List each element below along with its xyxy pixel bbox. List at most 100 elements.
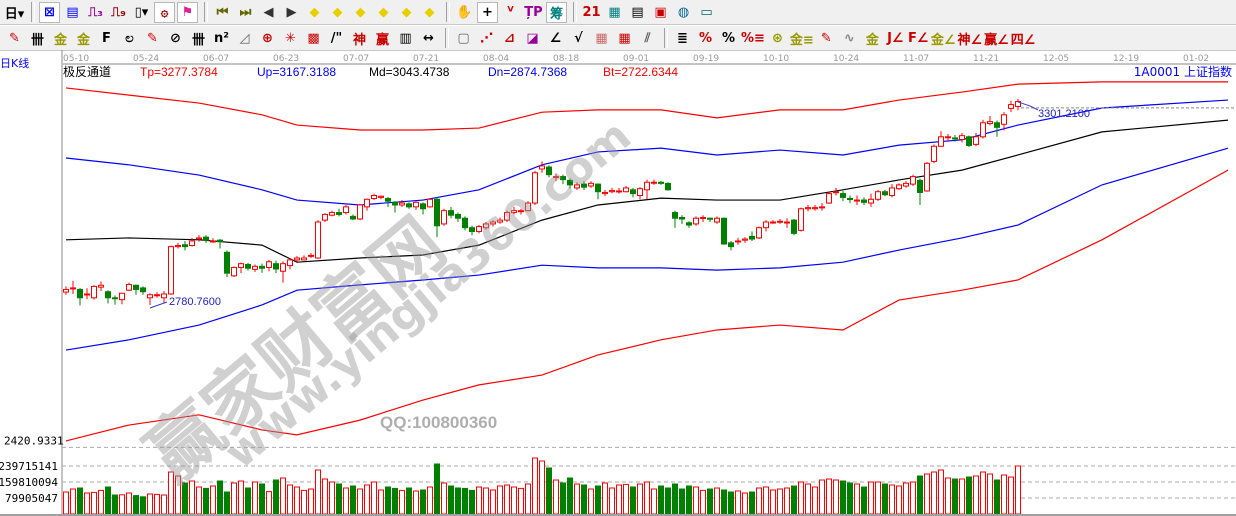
grid-2-button[interactable]: ▦ bbox=[614, 28, 635, 49]
v-line-button[interactable]: √ bbox=[568, 28, 589, 49]
first-bar-button[interactable]: ⏮ bbox=[212, 2, 233, 23]
wave-button[interactable]: ∿ bbox=[839, 28, 860, 49]
pen-button[interactable]: ✎ bbox=[4, 28, 25, 49]
candle-up bbox=[483, 223, 489, 229]
fan-box-button[interactable]: ⊿ bbox=[499, 28, 520, 49]
hand-button[interactable]: ✋ bbox=[454, 2, 475, 23]
kline-chart[interactable]: 日K线 极反通道 Tp=3277.3784 Up=3167.3188 Md=3043… bbox=[0, 50, 1236, 516]
move-right-button[interactable]: ◆ bbox=[327, 2, 348, 23]
grid-button[interactable]: ▦ bbox=[591, 28, 612, 49]
gold-circle-button[interactable]: ⊛ bbox=[767, 28, 788, 49]
ruler-pen-button[interactable]: ✎ bbox=[142, 28, 163, 49]
candle-down bbox=[560, 176, 566, 181]
scroll-left-button[interactable]: ◀ bbox=[258, 2, 279, 23]
fibonacci-button[interactable]: F bbox=[96, 28, 117, 49]
period-selector[interactable]: 日▾ bbox=[4, 2, 25, 23]
indicator-value: Bt=2722.6344 bbox=[603, 65, 678, 79]
network-button[interactable]: ◍ bbox=[673, 2, 694, 23]
zoom-all-button[interactable]: ◆ bbox=[419, 2, 440, 23]
shen-line-button[interactable]: 神 bbox=[349, 28, 370, 49]
date-tick-label: 12-05 bbox=[1043, 54, 1069, 64]
expand-button[interactable]: ◆ bbox=[396, 2, 417, 23]
calculator-button[interactable]: ▦ bbox=[604, 2, 625, 23]
candle-up bbox=[637, 188, 643, 197]
fan-box-2-button[interactable]: ◪ bbox=[522, 28, 543, 49]
cycle-lines-button[interactable]: 卌 bbox=[188, 28, 209, 49]
volume-bar bbox=[560, 482, 566, 515]
candle-down bbox=[133, 284, 139, 290]
expand-h-icon: ◆ bbox=[355, 4, 366, 20]
candle-up bbox=[287, 259, 293, 267]
bottom-scrollbar[interactable] bbox=[0, 514, 1236, 516]
width-button[interactable]: ↔ bbox=[418, 28, 439, 49]
scale-button[interactable]: ≣ bbox=[672, 28, 693, 49]
crosshair-button[interactable]: + bbox=[477, 1, 498, 23]
volume-bar bbox=[98, 489, 104, 515]
ying-fan-button[interactable]: 赢∠ bbox=[984, 28, 1009, 49]
gold-ratio-button[interactable]: 金 bbox=[50, 28, 71, 49]
volume-bar bbox=[84, 492, 90, 515]
map-button[interactable]: ۞ bbox=[154, 1, 175, 23]
scroll-right-button[interactable]: ▶ bbox=[281, 2, 302, 23]
j-fan-icon: J∠ bbox=[887, 30, 904, 46]
flag-button[interactable]: ⚑ bbox=[177, 1, 198, 23]
shen-fan-button[interactable]: 神∠ bbox=[957, 28, 982, 49]
angle-lines-button[interactable]: ∠ bbox=[545, 28, 566, 49]
j-fan-button[interactable]: J∠ bbox=[885, 28, 906, 49]
target-button[interactable]: ⊕ bbox=[257, 28, 278, 49]
last-bar-button[interactable]: ⏭ bbox=[235, 2, 256, 23]
volume-bar bbox=[259, 483, 265, 515]
volume-bar bbox=[693, 486, 699, 515]
shrink-button[interactable]: ◆ bbox=[373, 2, 394, 23]
angle-button[interactable]: /" bbox=[326, 28, 347, 49]
percent-line-button[interactable]: % bbox=[695, 28, 716, 49]
triangle-button[interactable]: ◿ bbox=[234, 28, 255, 49]
f-fan-button[interactable]: F∠ bbox=[908, 28, 929, 49]
fan-button[interactable]: ⋰ bbox=[476, 28, 497, 49]
volume-bar bbox=[623, 483, 629, 515]
candle-type-selector[interactable]: ▯▾ bbox=[131, 2, 152, 23]
indicator-9-button[interactable]: ⎍₉ bbox=[108, 2, 129, 23]
web-button[interactable]: ✳ bbox=[280, 28, 301, 49]
channel-button[interactable]: ⫽ bbox=[637, 28, 658, 49]
cycle-button[interactable]: ⊘ bbox=[165, 28, 186, 49]
calendar-button[interactable]: 21 bbox=[581, 2, 602, 23]
scroll-left-icon: ◀ bbox=[263, 4, 274, 20]
volume-bar bbox=[364, 484, 370, 515]
parallel-lines-button[interactable]: 卌 bbox=[27, 28, 48, 49]
document-button[interactable]: ▤ bbox=[627, 2, 648, 23]
four-fan-button[interactable]: 四∠ bbox=[1011, 28, 1036, 49]
volume-bar bbox=[119, 494, 125, 515]
chip-button[interactable]: 筹 bbox=[546, 1, 567, 23]
expand-h-button[interactable]: ◆ bbox=[350, 2, 371, 23]
candle-up bbox=[126, 284, 132, 291]
line-tool-button[interactable]: ⱽ bbox=[500, 2, 521, 23]
indicator-3-button[interactable]: ⎍₃ bbox=[85, 2, 106, 23]
candle-up bbox=[525, 202, 531, 212]
percent-button[interactable]: % bbox=[718, 28, 739, 49]
spiral-button[interactable]: ಲ bbox=[119, 28, 140, 49]
gold-bar-button[interactable]: 金 bbox=[862, 28, 883, 49]
measure-button[interactable]: ▥ bbox=[395, 28, 416, 49]
percent-lines-button[interactable]: %≡ bbox=[741, 28, 765, 49]
overlay-button[interactable]: ⊠ bbox=[39, 1, 60, 23]
gold-fan-button[interactable]: 金∠ bbox=[931, 28, 956, 49]
gold-lines-button[interactable]: 金≡ bbox=[790, 28, 814, 49]
gold-ratio-2-button[interactable]: 金 bbox=[73, 28, 94, 49]
channel-bands bbox=[65, 81, 1229, 442]
ying-line-button[interactable]: 赢 bbox=[372, 28, 393, 49]
n2-button[interactable]: n² bbox=[211, 28, 232, 49]
computer-button[interactable]: ▭ bbox=[696, 2, 717, 23]
save-button[interactable]: ▣ bbox=[650, 2, 671, 23]
tp-button[interactable]: ȚP bbox=[523, 2, 544, 23]
f-fan-icon: F∠ bbox=[908, 30, 929, 46]
move-left-button[interactable]: ◆ bbox=[304, 2, 325, 23]
band-dn-line bbox=[65, 147, 1229, 351]
notes-button[interactable]: ▤ bbox=[62, 2, 83, 23]
candle-up bbox=[490, 221, 496, 225]
box-button[interactable]: ▢ bbox=[453, 28, 474, 49]
square-web-button[interactable]: ▩ bbox=[303, 28, 324, 49]
ruler-button[interactable]: ✎ bbox=[816, 28, 837, 49]
volume-bar bbox=[287, 484, 293, 515]
volume-bar bbox=[630, 486, 636, 515]
